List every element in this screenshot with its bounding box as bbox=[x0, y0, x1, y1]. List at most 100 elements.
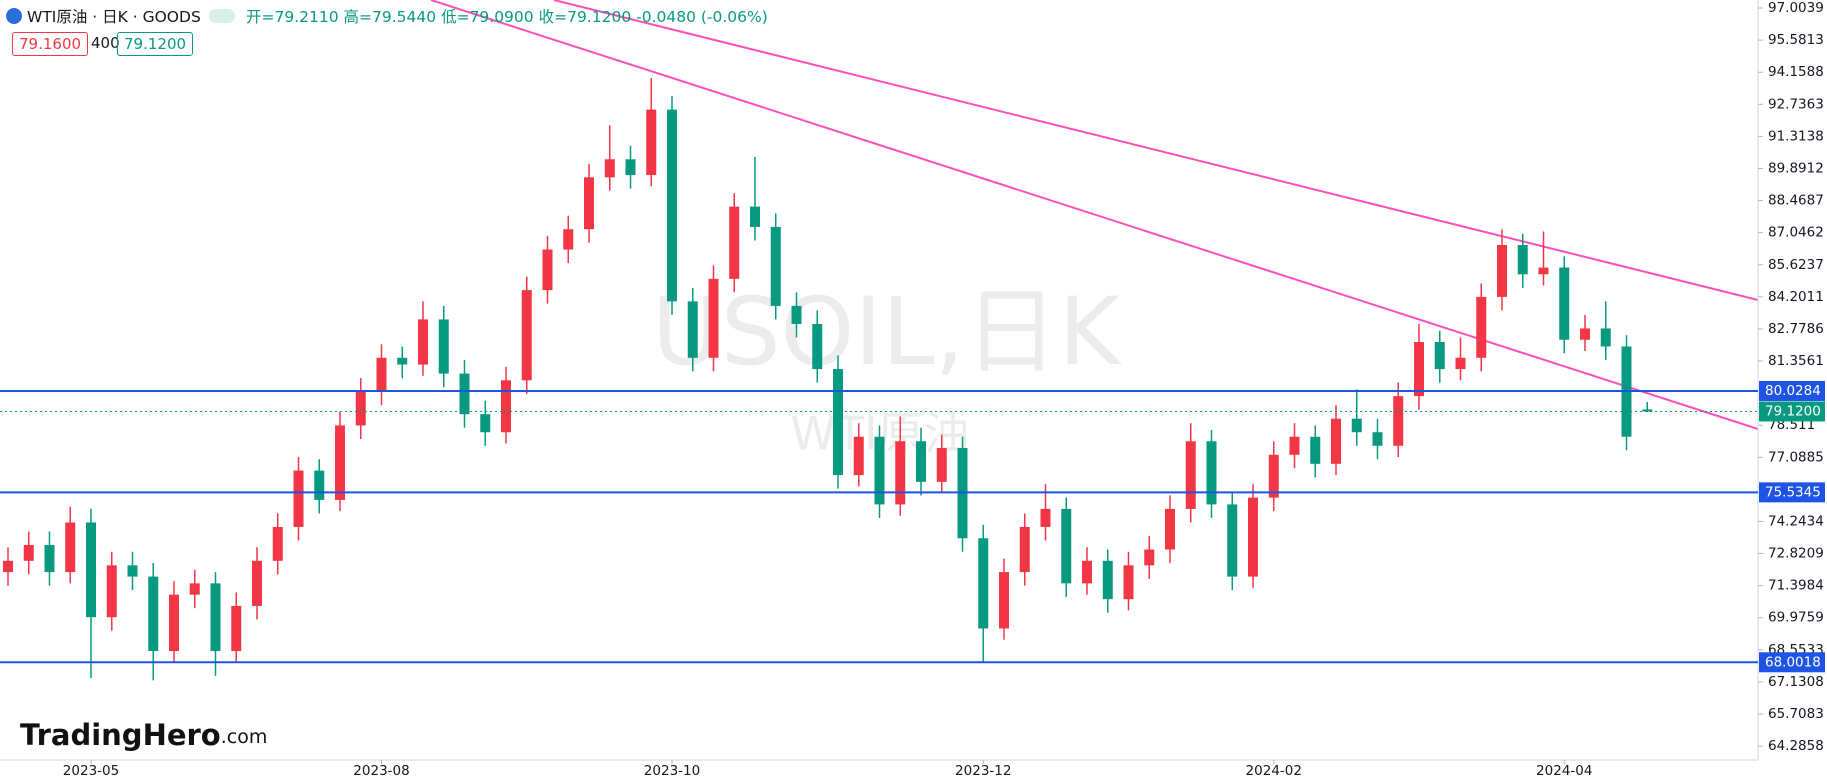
candle-body bbox=[480, 414, 491, 433]
candle-body bbox=[293, 470, 304, 527]
candle-body bbox=[1248, 497, 1258, 577]
y-tick-label: 91.3138 bbox=[1768, 128, 1824, 144]
logo-name: TradingHero bbox=[20, 718, 221, 752]
candle-body bbox=[3, 560, 13, 573]
spread: 400 bbox=[91, 34, 120, 52]
x-tick-label: 2023-05 bbox=[63, 763, 119, 779]
candle-body bbox=[1123, 565, 1134, 600]
candle-body bbox=[1227, 504, 1238, 577]
candle-body bbox=[999, 572, 1009, 629]
y-tick-label: 89.8912 bbox=[1768, 160, 1824, 176]
candle-body bbox=[44, 545, 55, 573]
candle-body bbox=[1414, 341, 1424, 397]
sell-price[interactable]: 79.1600 bbox=[12, 32, 89, 56]
y-tick-label: 74.2434 bbox=[1768, 513, 1824, 529]
high-text: 高=79.5440 bbox=[343, 8, 437, 26]
candle-body bbox=[210, 583, 221, 652]
candle-body bbox=[791, 305, 802, 324]
candle-body bbox=[584, 177, 594, 230]
ohlc: 开=79.2110 高=79.5440 低=79.0900 收=79.1200 … bbox=[246, 5, 768, 27]
x-tick-label: 2023-12 bbox=[955, 763, 1011, 779]
candle-body bbox=[1580, 328, 1590, 340]
candle-body bbox=[23, 545, 34, 561]
x-tick-label: 2024-04 bbox=[1536, 763, 1592, 779]
candle-body bbox=[1040, 508, 1051, 527]
candle-body bbox=[521, 290, 532, 381]
candle-body bbox=[978, 538, 989, 629]
candle-body bbox=[1434, 341, 1445, 370]
y-tick-label: 67.1308 bbox=[1768, 674, 1824, 690]
candle-body bbox=[189, 583, 200, 595]
candle-body bbox=[1600, 328, 1611, 347]
symbol-icon bbox=[6, 8, 22, 24]
y-tick-label: 94.1588 bbox=[1768, 64, 1824, 80]
candle-body bbox=[750, 206, 760, 227]
trend-line bbox=[553, 0, 1759, 301]
watermark: USOIL,日K bbox=[652, 278, 1122, 387]
level-label-bg bbox=[1759, 482, 1825, 503]
y-tick-label: 64.2858 bbox=[1768, 738, 1824, 754]
status-pill bbox=[208, 9, 235, 23]
candle-body bbox=[65, 522, 76, 573]
candle-body bbox=[127, 565, 138, 577]
y-tick-label: 77.0885 bbox=[1768, 449, 1824, 465]
symbol-text: WTI原油 · 日K · GOODS bbox=[27, 8, 201, 26]
candle-body bbox=[86, 522, 96, 618]
level-label: 80.0284 bbox=[1765, 383, 1821, 399]
buy-price[interactable]: 79.1200 bbox=[117, 32, 194, 56]
candle-body bbox=[418, 319, 428, 365]
candle-body bbox=[1082, 560, 1092, 584]
candle-body bbox=[1559, 267, 1570, 340]
y-tick-label: 92.7363 bbox=[1768, 96, 1824, 112]
candle-body bbox=[501, 380, 511, 433]
trend-line bbox=[430, 0, 1759, 430]
candle-body bbox=[1372, 432, 1383, 446]
candle-body bbox=[1538, 267, 1549, 275]
candle-body bbox=[604, 159, 615, 178]
candle-body bbox=[625, 159, 636, 176]
candle-body bbox=[812, 323, 823, 370]
candle-body bbox=[1206, 441, 1217, 505]
y-tick-label: 85.6237 bbox=[1768, 257, 1824, 273]
last-price-label: 79.1200 bbox=[1765, 403, 1821, 419]
y-tick-label: 82.7786 bbox=[1768, 321, 1824, 337]
candle-body bbox=[272, 526, 283, 561]
candle-body bbox=[874, 436, 885, 505]
candle-body bbox=[106, 565, 117, 618]
candle-body bbox=[148, 576, 159, 652]
x-tick-label: 2023-10 bbox=[644, 763, 700, 779]
y-tick-label: 88.4687 bbox=[1768, 193, 1824, 209]
candle-body bbox=[895, 441, 906, 505]
candle-body bbox=[459, 373, 470, 415]
candle-body bbox=[916, 441, 926, 482]
candle-body bbox=[1476, 296, 1487, 358]
candle-body bbox=[314, 470, 325, 500]
candle-body bbox=[667, 109, 677, 302]
open-text: 开=79.2110 bbox=[246, 8, 339, 26]
x-tick-label: 2023-08 bbox=[353, 763, 409, 779]
candle-body bbox=[1497, 244, 1507, 297]
y-tick-label: 95.5813 bbox=[1768, 32, 1824, 48]
candle-body bbox=[335, 425, 345, 500]
level-label-bg bbox=[1759, 380, 1825, 401]
change-text: -0.0480 (-0.06%) bbox=[636, 8, 768, 26]
candle-body bbox=[1393, 396, 1404, 446]
candle-body bbox=[1351, 418, 1362, 433]
candle-body bbox=[397, 357, 408, 365]
candle-body bbox=[1268, 454, 1279, 498]
candle-body bbox=[1144, 549, 1155, 566]
candle-body bbox=[853, 436, 864, 476]
y-tick-label: 69.9759 bbox=[1768, 610, 1824, 626]
candle-body bbox=[1165, 508, 1175, 550]
candle-body bbox=[770, 226, 781, 306]
candle-body bbox=[1517, 244, 1528, 275]
logo-suffix: .com bbox=[221, 726, 268, 748]
candle-body bbox=[169, 594, 179, 652]
y-tick-label: 71.3984 bbox=[1768, 578, 1824, 594]
level-label: 75.5345 bbox=[1765, 484, 1821, 500]
candle-body bbox=[563, 229, 574, 250]
candle-body bbox=[1061, 508, 1072, 584]
candle-body bbox=[1185, 441, 1196, 509]
